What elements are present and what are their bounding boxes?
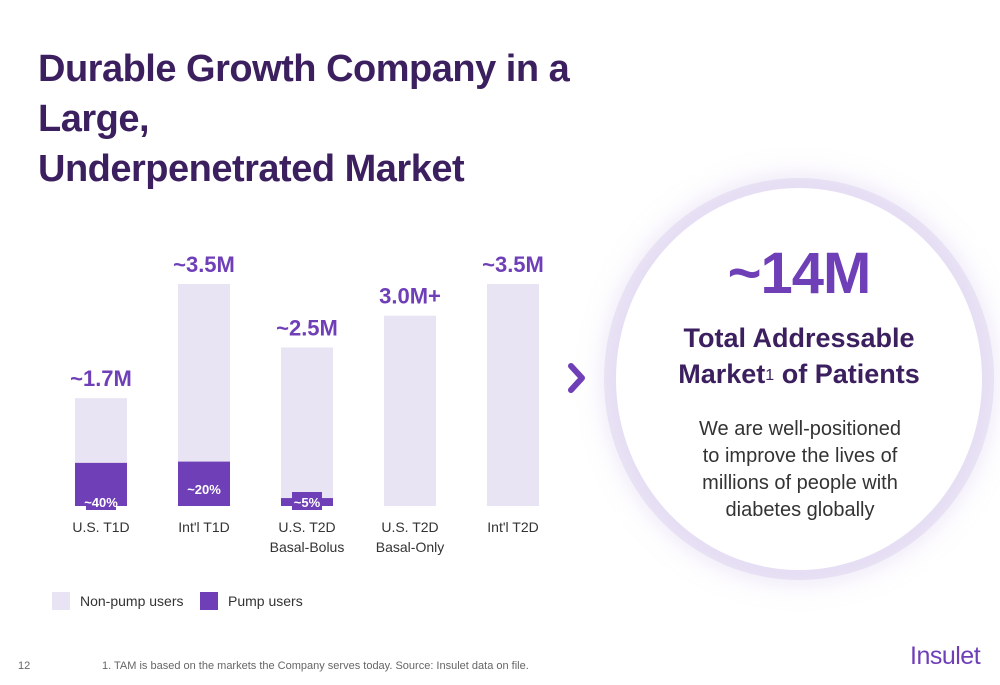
legend-item-non-pump: Non-pump users: [52, 592, 184, 610]
category-label: Int'l T2D: [487, 519, 538, 535]
bar-total-label: ~3.5M: [173, 252, 235, 277]
legend-item-pump: Pump users: [200, 592, 303, 610]
footnote: 1. TAM is based on the markets the Compa…: [102, 660, 529, 672]
tam-circle: [616, 188, 982, 570]
page-title: Durable Growth Company in a Large, Under…: [38, 44, 678, 194]
bar-pump: [178, 461, 230, 506]
tam-description-line: We are well-positioned: [699, 418, 901, 440]
bar-pump-label-box: [292, 492, 322, 510]
bar-total-label: 3.0M+: [379, 284, 441, 309]
bar-total-label: ~3.5M: [482, 252, 544, 277]
tam-description-line: diabetes globally: [725, 499, 875, 521]
tam-title-market: Market: [678, 359, 766, 389]
legend-swatch-non-pump: [52, 592, 70, 610]
category-label: Int'l T1D: [178, 519, 229, 535]
tam-title-line-2: Market1 of Patients: [616, 356, 982, 392]
tam-title-line-1: Total Addressable: [683, 323, 915, 353]
category-label: Basal-Only: [376, 539, 444, 555]
tam-title-suffix: of Patients: [774, 359, 920, 389]
bar-total-label: ~2.5M: [276, 315, 338, 340]
bar-chart: ~40% ~1.7M U.S. T1D ~20% ~3.5M Int'l T1D ~5% ~2…: [70, 252, 544, 555]
legend-swatch-pump: [200, 592, 218, 610]
chevron-right-icon: [568, 363, 585, 393]
legend-label-pump: Pump users: [228, 593, 303, 609]
bar-pump-label: ~40%: [84, 495, 118, 510]
insulet-logo: Insulet: [910, 642, 981, 670]
bar-pump-label-box: [86, 492, 116, 510]
bar-pump-label: ~5%: [294, 495, 321, 510]
tam-description-line: millions of people with: [702, 472, 898, 494]
bar-pump-label: ~20%: [187, 482, 221, 497]
tam-value: ~14M: [727, 241, 872, 306]
legend-label-non-pump: Non-pump users: [80, 593, 184, 609]
page-number: 12: [18, 660, 31, 672]
title-line-1: Durable Growth Company in a Large,: [38, 48, 570, 140]
category-label: U.S. T2D: [381, 519, 438, 535]
tam-title: Total Addressable Market1 of Patients: [616, 320, 982, 392]
category-label: Basal-Bolus: [270, 539, 345, 555]
bar-total-label: ~1.7M: [70, 366, 132, 391]
tam-description-line: to improve the lives of: [702, 445, 898, 467]
tam-description: We are well-positioned to improve the li…: [650, 416, 950, 524]
category-label: U.S. T2D: [278, 519, 335, 535]
bar-non-pump: [384, 315, 436, 506]
category-label: U.S. T1D: [72, 519, 129, 535]
title-line-2: Underpenetrated Market: [38, 148, 465, 190]
tam-footnote-marker: 1: [765, 367, 775, 384]
bar-non-pump: [487, 284, 539, 506]
bar-non-pump: [281, 347, 333, 506]
